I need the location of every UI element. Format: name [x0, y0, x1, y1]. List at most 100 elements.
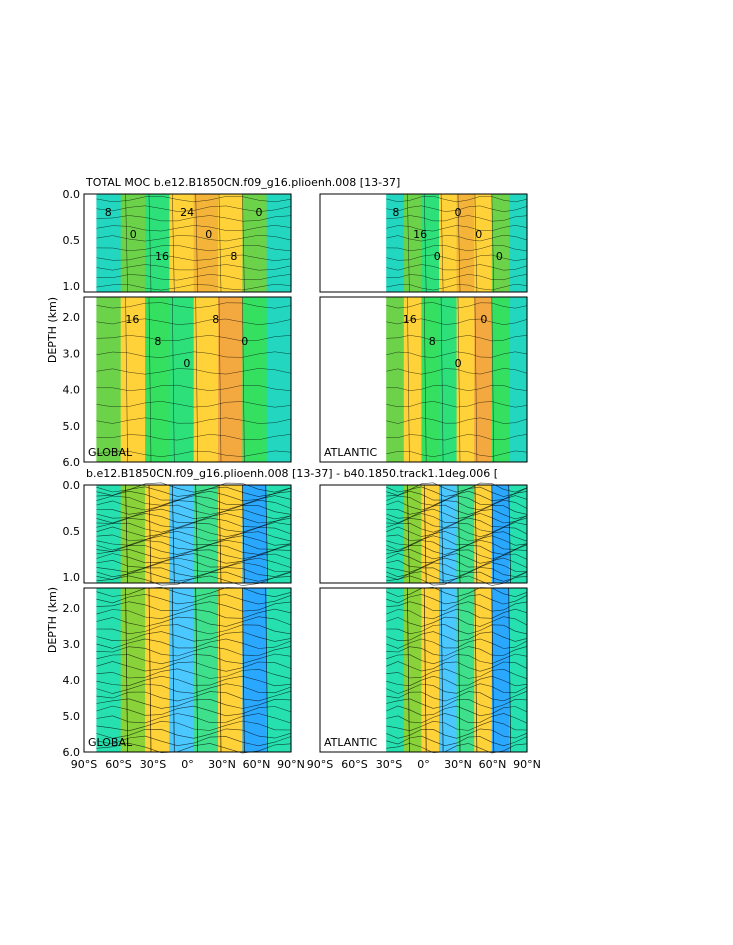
y-axis-label-bottom: DEPTH (km)	[46, 587, 59, 653]
contour-line	[96, 742, 292, 754]
contour-line	[386, 302, 528, 309]
field-band	[403, 485, 422, 583]
contour-line	[386, 601, 528, 612]
contour-line	[96, 668, 292, 679]
contour-label: 24	[180, 206, 194, 219]
y-tick-label: 2.0	[63, 602, 81, 615]
contour-label: 0	[183, 357, 190, 370]
contour-line	[386, 245, 528, 252]
field-band	[491, 297, 510, 462]
field-band	[193, 588, 219, 752]
contour-line	[423, 484, 427, 584]
x-tick-label: 30°S	[376, 758, 402, 771]
contour-line	[96, 646, 292, 657]
field-band	[120, 194, 146, 292]
panel-total-global-upper: 8 0 16 24 0 8 0	[83, 193, 292, 293]
contour-line	[386, 530, 528, 542]
contour-line	[474, 193, 478, 293]
field-band	[456, 297, 475, 462]
y-tick-label: 4.0	[63, 384, 81, 397]
x-tick-label: 90°S	[71, 758, 97, 771]
field-band	[474, 297, 493, 462]
field-band	[145, 297, 170, 462]
contour-line	[242, 484, 245, 584]
contour-line	[242, 587, 245, 753]
contour-line	[96, 713, 292, 724]
contour-line	[457, 484, 461, 584]
panel-frame	[319, 193, 528, 293]
contour-line	[96, 616, 292, 627]
contour-line	[125, 193, 128, 293]
contour-line	[386, 586, 528, 598]
contour-line	[96, 499, 292, 511]
contour-line	[195, 484, 198, 584]
contour-label: 8	[105, 206, 112, 219]
field-band	[120, 485, 146, 583]
contour-line	[96, 593, 292, 605]
contour-line	[96, 495, 292, 506]
contour-line	[386, 690, 528, 702]
contour-label: 0	[475, 228, 482, 241]
contour-line	[386, 638, 528, 649]
field-band	[218, 588, 243, 752]
contour-line	[386, 720, 528, 732]
contour-line	[96, 215, 292, 222]
field-band	[474, 194, 493, 292]
y-tick-label: 6.0	[63, 746, 81, 759]
field-band	[96, 485, 122, 583]
panel-diff-atlantic-lower: ATLANTIC	[319, 586, 528, 754]
panel-frame	[319, 296, 528, 463]
contour-line	[386, 653, 528, 665]
field-band	[403, 588, 422, 752]
contour-line	[96, 283, 292, 291]
contour-line	[96, 384, 292, 391]
panel-label: GLOBAL	[88, 446, 133, 459]
contour-line	[96, 638, 292, 649]
panel-diff-atlantic-upper	[319, 482, 528, 586]
contour-line	[508, 484, 511, 584]
contour-line	[242, 193, 245, 293]
contour-line	[423, 296, 427, 463]
contour-label: 8	[154, 335, 161, 348]
contour-line	[407, 296, 410, 463]
contour-line	[474, 587, 478, 753]
contour-line	[172, 484, 175, 584]
y-axis-label-top: DEPTH (km)	[46, 297, 59, 363]
x-tick-label: 60°S	[105, 758, 131, 771]
contour-line	[96, 318, 292, 325]
contour-line	[265, 484, 268, 584]
field-band	[145, 485, 170, 583]
contour-line	[386, 562, 528, 573]
contour-line	[386, 526, 528, 538]
y-tick-label: 3.0	[63, 347, 81, 360]
y-tick-label: 5.0	[63, 710, 81, 723]
contour-line	[195, 193, 198, 293]
contour-line	[491, 587, 495, 753]
contour-line	[96, 661, 292, 672]
contour-line	[491, 193, 495, 293]
contour-line	[386, 335, 528, 342]
contour-line	[386, 624, 528, 635]
contour-label: 16	[125, 313, 139, 326]
contour-line	[172, 296, 175, 463]
contour-line	[96, 535, 292, 546]
contour-line	[386, 195, 528, 203]
contour-line	[386, 742, 528, 754]
contour-line	[96, 553, 292, 564]
contour-line	[96, 608, 292, 620]
contour-line	[508, 587, 511, 753]
contour-label: 8	[429, 335, 436, 348]
contour-line	[440, 587, 444, 753]
contour-line	[386, 661, 528, 672]
y-tick-label: 0.0	[63, 188, 81, 201]
contour-line	[96, 368, 292, 375]
contour-line	[96, 653, 292, 665]
contour-line	[96, 234, 292, 242]
contour-line	[386, 434, 528, 441]
contour-label: 0	[455, 357, 462, 370]
contour-label: 8	[230, 250, 237, 263]
contour-line	[386, 274, 528, 281]
contour-line	[386, 631, 528, 642]
contour-label: 0	[480, 313, 487, 326]
